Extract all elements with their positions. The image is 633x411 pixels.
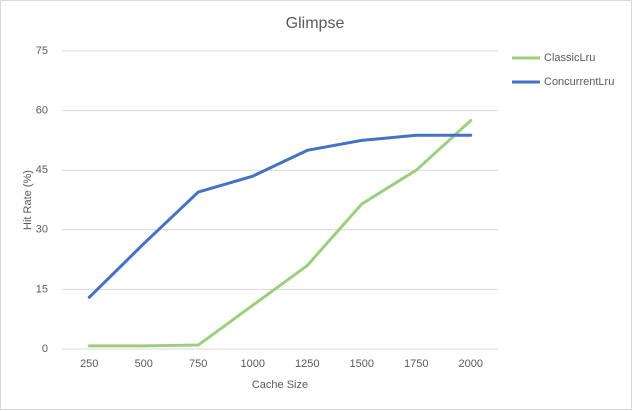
x-tick-label: 750 [189, 358, 207, 370]
y-tick-label: 0 [42, 343, 48, 355]
x-axis-label: Cache Size [252, 379, 308, 391]
x-tick-label: 1750 [404, 358, 428, 370]
y-tick-label: 75 [36, 45, 48, 57]
y-tick-label: 15 [36, 283, 48, 295]
x-tick-label: 1500 [350, 358, 374, 370]
y-tick-label: 60 [36, 105, 48, 117]
legend-label: ConcurrentLru [544, 76, 614, 88]
x-tick-label: 1250 [295, 358, 319, 370]
x-tick-label: 2000 [459, 358, 483, 370]
x-tick-label: 1000 [241, 358, 265, 370]
series-line [87, 119, 473, 348]
x-tick-label: 250 [80, 358, 98, 370]
y-axis-label: Hit Rate (%) [22, 170, 34, 230]
x-tick-label: 500 [135, 358, 153, 370]
y-tick-label: 30 [36, 224, 48, 236]
series-line [87, 133, 473, 299]
y-tick-label: 45 [36, 164, 48, 176]
chart-title: Glimpse [286, 15, 345, 32]
legend-label: ClassicLru [544, 52, 595, 64]
